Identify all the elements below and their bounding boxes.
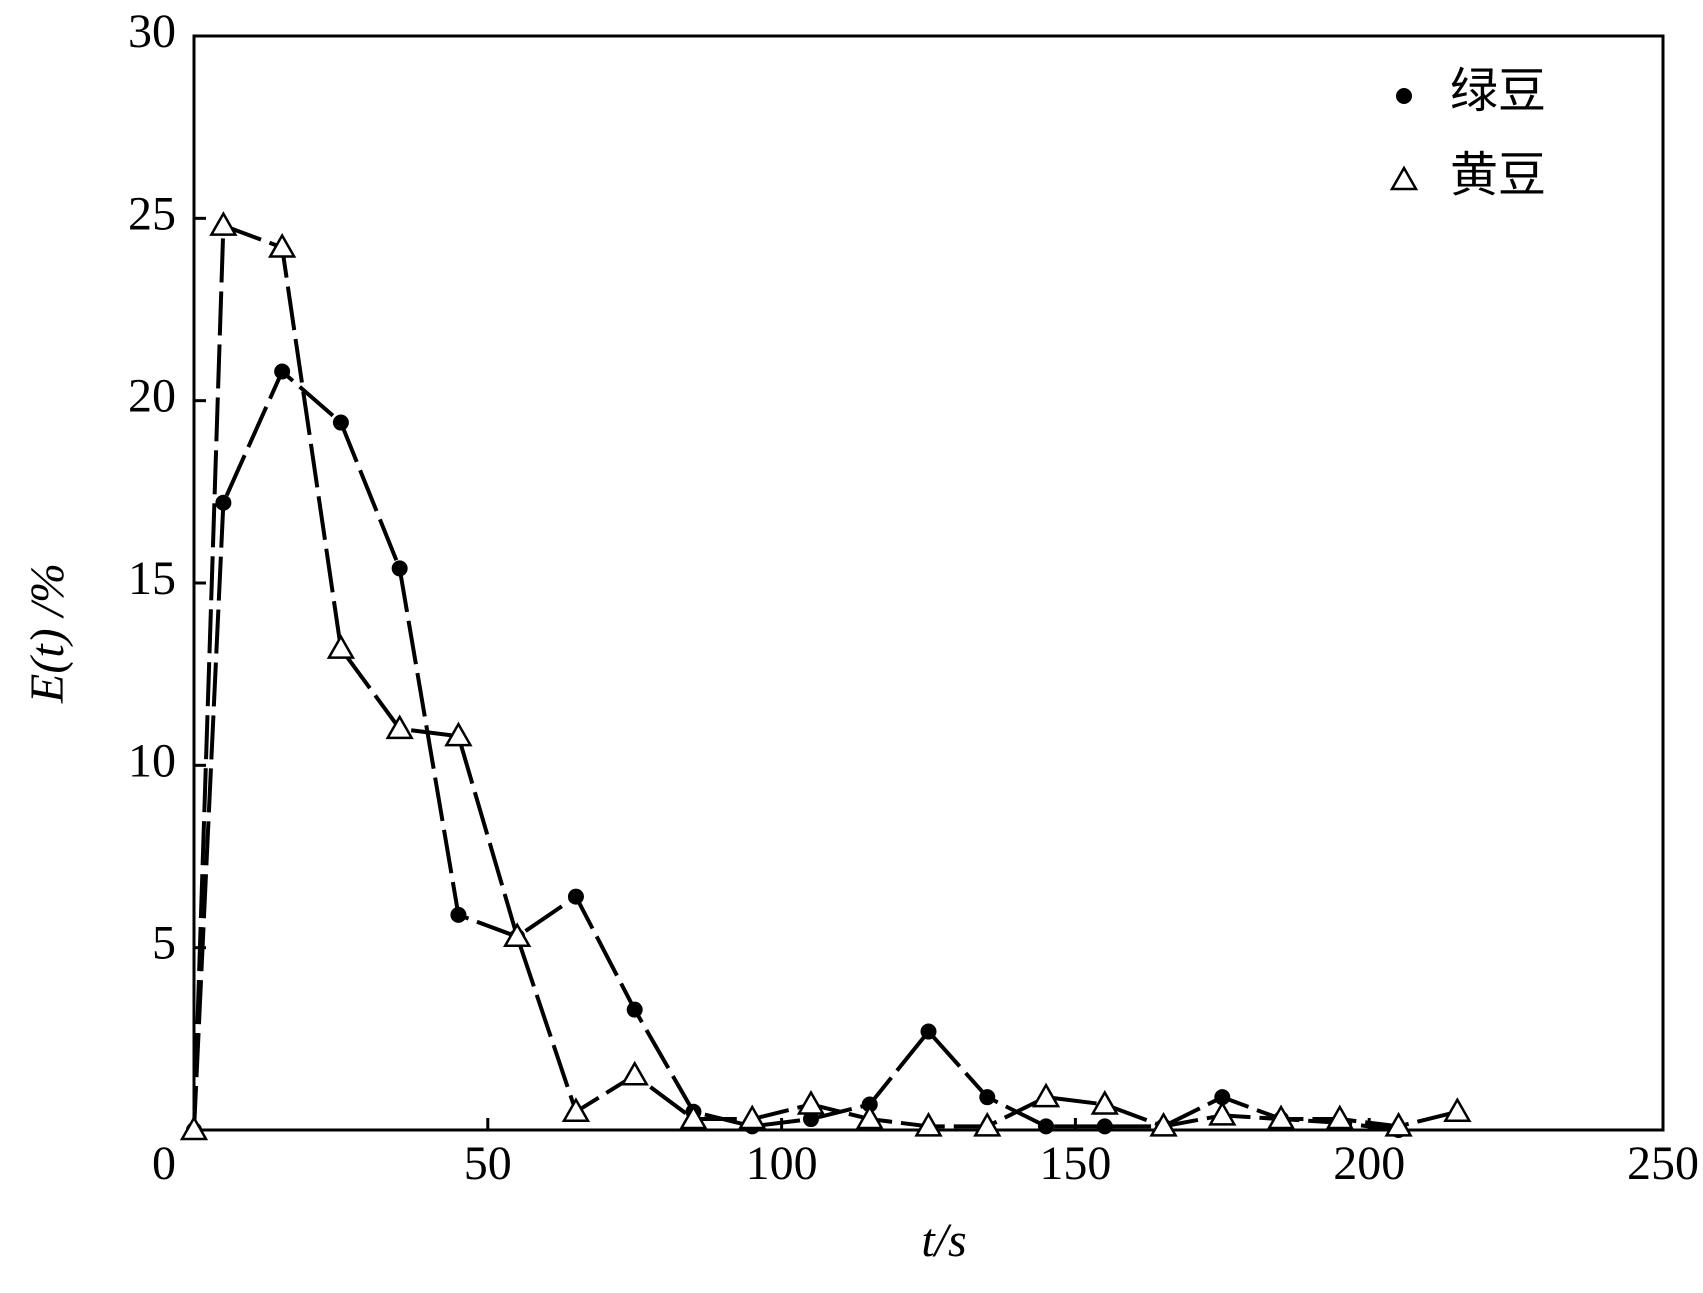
data-point	[914, 1111, 943, 1137]
data-point	[1325, 1104, 1354, 1130]
y-tick-label: 20	[128, 370, 176, 423]
data-point	[920, 1023, 937, 1040]
data-point	[861, 1096, 878, 1113]
data-point	[679, 1104, 708, 1130]
y-axis-label: E(t) /%	[21, 563, 74, 704]
data-point	[567, 888, 584, 905]
data-point	[391, 560, 408, 577]
data-point	[332, 414, 349, 431]
series-line	[192, 222, 1458, 1131]
data-point	[215, 494, 232, 511]
data-point	[1266, 1104, 1296, 1130]
y-tick-label: 30	[128, 5, 176, 58]
data-point	[802, 1111, 819, 1128]
data-point	[326, 634, 356, 659]
legend-marker	[1389, 165, 1419, 191]
x-tick-label: 100	[746, 1137, 818, 1190]
y-tick-label: 10	[128, 734, 176, 787]
data-point	[209, 211, 238, 236]
y-tick-label: 15	[128, 552, 176, 605]
data-point	[385, 714, 414, 740]
data-point	[979, 1089, 996, 1106]
x-axis-label: t/s	[921, 1214, 966, 1267]
data-point	[855, 1104, 884, 1130]
legend-label: 绿豆	[1450, 65, 1546, 118]
x-tick-label: 50	[464, 1137, 512, 1190]
y-tick-label: 25	[128, 187, 176, 240]
data-point	[1214, 1089, 1231, 1106]
x-tick-label: 150	[1039, 1137, 1111, 1190]
data-point	[796, 1089, 826, 1115]
data-point	[1090, 1089, 1119, 1115]
data-point	[1149, 1111, 1178, 1137]
data-point	[1096, 1118, 1113, 1135]
data-point	[274, 363, 291, 380]
y-tick-label: 5	[152, 917, 176, 970]
legend-marker	[1396, 88, 1412, 104]
x-tick-label: 0	[152, 1137, 176, 1190]
data-point	[450, 906, 467, 923]
series-line	[192, 368, 1399, 1132]
plot-frame	[192, 34, 1665, 1132]
data-point	[561, 1097, 591, 1123]
data-point	[444, 721, 473, 747]
x-tick-label: 200	[1333, 1137, 1405, 1190]
data-point	[267, 232, 297, 258]
data-point	[738, 1104, 767, 1130]
data-point	[973, 1111, 1002, 1137]
data-point	[626, 1001, 643, 1018]
data-point	[503, 922, 532, 947]
data-point	[1443, 1097, 1472, 1123]
data-point	[179, 1115, 209, 1141]
data-point	[1208, 1100, 1237, 1126]
data-point	[1384, 1111, 1413, 1137]
data-point	[1031, 1082, 1061, 1108]
data-point	[1038, 1118, 1055, 1135]
x-tick-label: 250	[1627, 1137, 1699, 1190]
data-point	[620, 1060, 649, 1086]
legend-label: 黄豆	[1450, 149, 1546, 202]
